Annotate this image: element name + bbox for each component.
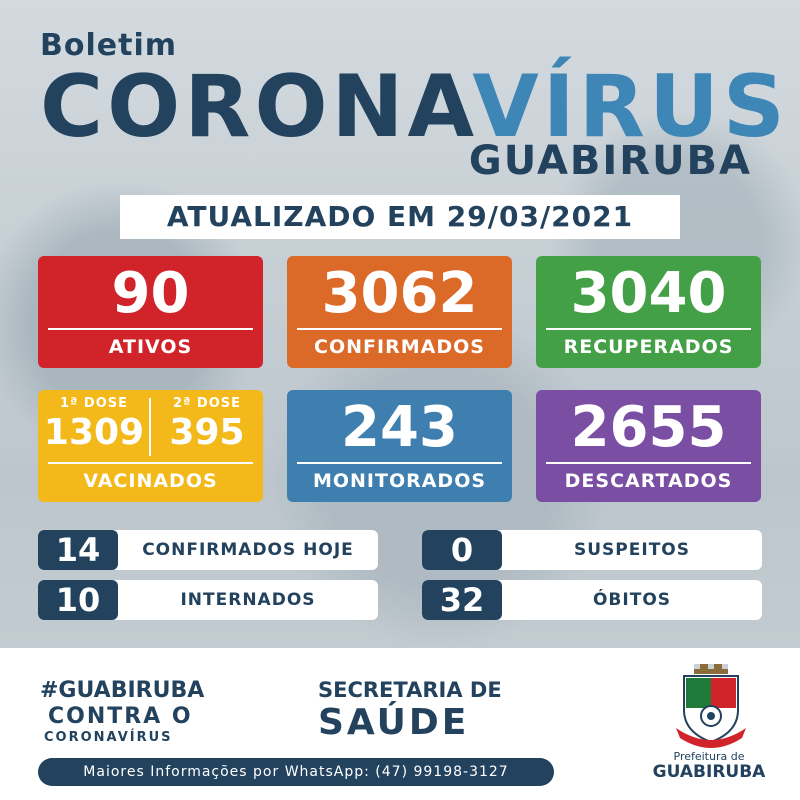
dose-2: 2ª DOSE 395 [151,396,263,455]
saude-text: SAÚDE [318,702,470,743]
city-name: GUABIRUBA [468,138,752,184]
whatsapp-info[interactable]: Maiores Informações por WhatsApp: (47) 9… [38,758,554,786]
prefeitura-name: GUABIRUBA [652,762,766,782]
internados-label: INTERNADOS [180,590,316,610]
recuperados-value: 3040 [570,261,727,326]
title-corona: CORONA [40,57,473,157]
stat-confirmados-hoje: 14 CONFIRMADOS HOJE [38,530,378,570]
divider [48,328,253,330]
stat-internados: 10 INTERNADOS [38,580,378,620]
descartados-label: DESCARTADOS [564,470,733,492]
suspeitos-value: 0 [422,530,502,570]
monitorados-label: MONITORADOS [312,470,487,492]
confirmados-hoje-value: 14 [38,530,118,570]
descartados-value: 2655 [570,395,727,460]
stat-obitos: 32 ÓBITOS [422,580,762,620]
internados-value: 10 [38,580,118,620]
coronavirus-text: CORONAVÍRUS [44,730,173,745]
divider [546,462,751,464]
card-monitorados: 243 MONITORADOS [287,390,512,502]
divider [297,328,502,330]
ativos-label: ATIVOS [108,336,193,358]
recuperados-label: RECUPERADOS [563,336,734,358]
ativos-value: 90 [111,261,190,326]
confirmados-value: 3062 [321,261,478,326]
card-descartados: 2655 DESCARTADOS [536,390,761,502]
card-ativos: 90 ATIVOS [38,256,263,368]
dose1-label: 1ª DOSE [60,396,128,411]
divider [546,328,751,330]
confirmados-label: CONFIRMADOS [314,336,485,358]
boletim-label: Boletim [40,28,177,63]
hashtag: #GUABIRUBA [40,678,205,703]
obitos-value: 32 [422,580,502,620]
divider [48,462,253,464]
divider [297,462,502,464]
dose-1: 1ª DOSE 1309 [38,396,150,455]
vacinados-label: VACINADOS [83,470,218,492]
obitos-label: ÓBITOS [592,590,672,610]
dose2-value: 395 [169,412,245,453]
dose2-label: 2ª DOSE [173,396,241,411]
card-recuperados: 3040 RECUPERADOS [536,256,761,368]
prefeitura-de: Prefeitura de [673,750,745,763]
card-confirmados: 3062 CONFIRMADOS [287,256,512,368]
card-vacinados: 1ª DOSE 1309 2ª DOSE 395 VACINADOS [38,390,263,502]
updated-date: ATUALIZADO EM 29/03/2021 [120,195,680,239]
dose1-value: 1309 [43,412,145,453]
contra-text: CONTRA O [48,704,193,729]
confirmados-hoje-label: CONFIRMADOS HOJE [142,540,354,560]
main-title: CORONAVÍRUS [40,64,789,150]
stat-suspeitos: 0 SUSPEITOS [422,530,762,570]
municipal-crest-icon [672,662,750,750]
suspeitos-label: SUSPEITOS [574,540,690,560]
secretaria-text: SECRETARIA DE [318,678,502,702]
title-virus: VÍRUS [472,57,789,157]
dose-divider [149,398,151,456]
monitorados-value: 243 [341,395,458,460]
